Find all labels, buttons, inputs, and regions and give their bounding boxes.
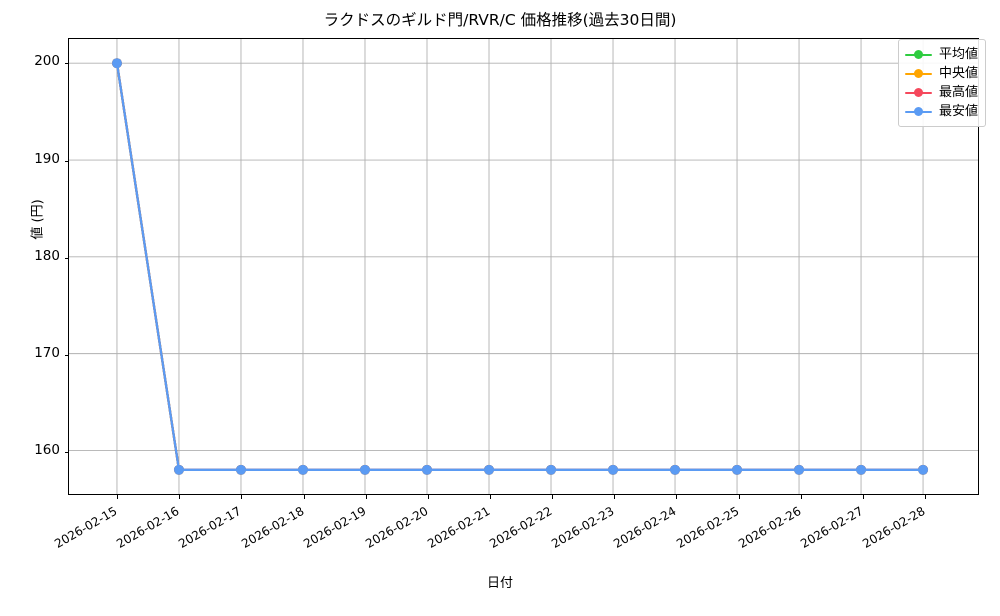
x-tick-mark [738, 494, 740, 499]
y-tick-label: 200 [34, 53, 60, 70]
legend-swatch-icon [905, 49, 932, 61]
data-point-marker [608, 464, 619, 475]
data-point-marker [111, 58, 122, 69]
series-line [115, 62, 925, 471]
legend-swatch-icon [905, 87, 932, 99]
legend-label: 最高値 [939, 85, 979, 100]
y-tick-mark [64, 160, 69, 162]
grid-lines [69, 39, 978, 494]
x-tick-mark [924, 494, 926, 499]
x-tick-mark [179, 494, 181, 499]
x-tick-mark [427, 494, 429, 499]
x-tick-mark [676, 494, 678, 499]
y-tick-mark [64, 452, 69, 454]
legend-dot-icon [914, 88, 923, 97]
y-tick-label: 160 [34, 442, 60, 459]
plot-area [64, 38, 979, 499]
data-point-marker [732, 464, 743, 475]
legend-swatch-icon [905, 106, 932, 118]
data-point-marker [794, 464, 805, 475]
legend-item[interactable]: 最安値 [905, 102, 978, 121]
x-axis-label: 日付 [486, 576, 513, 591]
data-point-marker [173, 464, 184, 475]
data-point-marker [856, 464, 867, 475]
x-tick-mark [365, 494, 367, 499]
x-tick-mark [489, 494, 491, 499]
x-tick-mark [303, 494, 305, 499]
data-point-marker [235, 464, 246, 475]
y-tick-label: 180 [34, 247, 60, 264]
data-point-marker [546, 464, 557, 475]
series-line [115, 62, 925, 471]
legend-label: 中央値 [939, 66, 979, 81]
chart-figure: ラクドスのギルド門/RVR/C 価格推移(過去30日間) 値 (円) 日付 平均… [30, 11, 987, 591]
chart-title: ラクドスのギルド門/RVR/C 価格推移(過去30日間) [323, 11, 677, 29]
legend-label: 平均値 [939, 47, 979, 62]
series-line [115, 62, 925, 471]
data-point-marker [670, 464, 681, 475]
y-tick-label: 190 [34, 150, 60, 167]
legend-item[interactable]: 中央値 [905, 64, 978, 83]
x-tick-mark [862, 494, 864, 499]
x-tick-mark [117, 494, 119, 499]
data-series-layer [111, 58, 929, 475]
data-point-marker [360, 464, 370, 475]
y-tick-mark [64, 355, 69, 356]
series-line [115, 62, 925, 471]
legend-dot-icon [914, 69, 923, 78]
x-tick-mark [800, 494, 802, 499]
legend-swatch-icon [905, 68, 932, 80]
legend-label: 最安値 [939, 104, 979, 119]
x-tick-mark [552, 494, 554, 499]
legend-item[interactable]: 平均値 [905, 45, 978, 64]
data-point-marker [422, 464, 432, 475]
y-tick-mark [64, 63, 69, 65]
data-point-marker [297, 464, 308, 475]
data-point-marker [484, 464, 494, 475]
y-tick-mark [64, 257, 69, 259]
x-tick-mark [614, 494, 616, 499]
chart-legend[interactable]: 平均値中央値最高値最安値 [898, 39, 987, 127]
legend-item[interactable]: 最高値 [905, 83, 978, 102]
legend-dot-icon [914, 50, 923, 59]
x-tick-mark [241, 494, 243, 499]
data-point-marker [918, 464, 929, 475]
y-tick-label: 170 [34, 345, 60, 361]
legend-dot-icon [914, 107, 923, 116]
